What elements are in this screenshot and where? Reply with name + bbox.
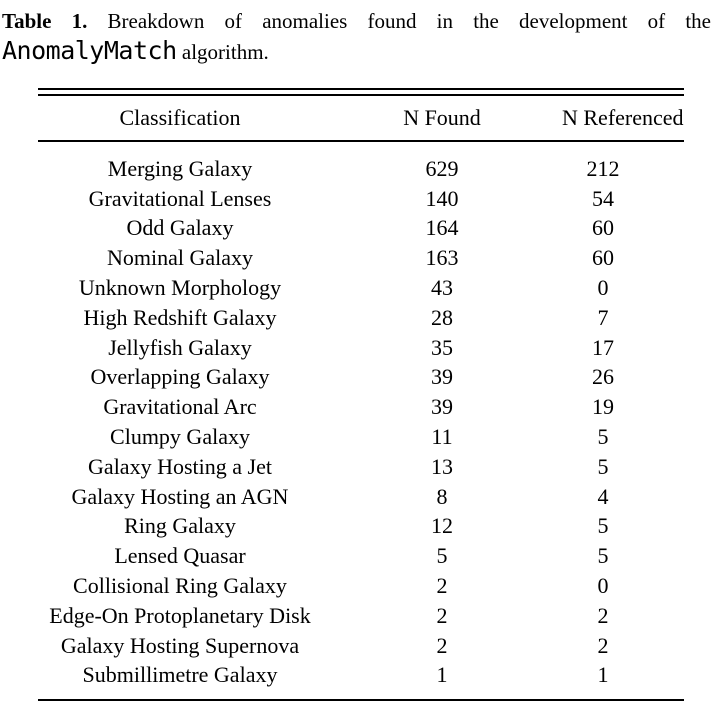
cell-n-found: 8 — [436, 483, 448, 509]
table-row: Lensed Quasar 5 5 — [38, 541, 684, 571]
cell-classification: High Redshift Galaxy — [83, 304, 277, 330]
cell-n-referenced: 17 — [592, 334, 614, 360]
cell-n-found: 11 — [431, 424, 453, 450]
cell-n-referenced: 5 — [597, 424, 609, 450]
cell-n-referenced: 212 — [586, 155, 620, 181]
cell-n-found: 35 — [431, 334, 453, 360]
cell-classification: Galaxy Hosting an AGN — [71, 483, 289, 509]
caption-line-1: Table 1. Breakdown of anomalies found in… — [2, 6, 711, 36]
cell-n-found: 13 — [431, 453, 453, 479]
table-row: Galaxy Hosting a Jet 13 5 — [38, 452, 684, 482]
cell-n-referenced: 4 — [597, 483, 609, 509]
cell-classification: Submillimetre Galaxy — [82, 662, 278, 688]
cell-classification: Overlapping Galaxy — [90, 364, 270, 390]
caption-line-2: AnomalyMatch algorithm. — [2, 36, 269, 65]
cell-n-found: 12 — [431, 513, 453, 539]
cell-classification: Merging Galaxy — [107, 155, 253, 181]
cell-n-referenced: 5 — [597, 543, 609, 569]
table-row: High Redshift Galaxy 28 7 — [38, 303, 684, 333]
table-row: Gravitational Arc 39 19 — [38, 392, 684, 422]
cell-classification: Ring Galaxy — [124, 513, 236, 539]
cell-n-found: 164 — [425, 215, 459, 241]
table-row: Jellyfish Galaxy 35 17 — [38, 333, 684, 363]
cell-classification: Unknown Morphology — [78, 275, 282, 301]
cell-n-referenced: 60 — [592, 245, 614, 271]
caption-table-label: Table 1. — [2, 9, 88, 33]
table-row: Overlapping Galaxy 39 26 — [38, 363, 684, 393]
cell-n-referenced: 2 — [597, 602, 609, 628]
table-caption: Table 1. Breakdown of anomalies found in… — [2, 6, 711, 67]
table-bottom-rule — [38, 699, 684, 702]
table-row: Odd Galaxy 164 60 — [38, 214, 684, 244]
cell-n-referenced: 7 — [597, 304, 609, 330]
cell-classification: Gravitational Arc — [103, 394, 257, 420]
table-body: Merging Galaxy 629 212 Gravitational Lenses… — [38, 142, 684, 699]
cell-n-referenced: 5 — [597, 453, 609, 479]
cell-n-found: 629 — [425, 155, 459, 181]
cell-n-referenced: 5 — [597, 513, 609, 539]
cell-classification: Galaxy Hosting Supernova — [60, 632, 300, 658]
table-row: Edge-On Protoplanetary Disk 2 2 — [38, 601, 684, 631]
table-row: Ring Galaxy 12 5 — [38, 512, 684, 542]
caption-text-end: algorithm. — [181, 40, 269, 64]
cell-classification: Collisional Ring Galaxy — [73, 573, 287, 599]
cell-n-referenced: 19 — [592, 394, 614, 420]
column-header-classification: Classification — [119, 105, 241, 130]
cell-n-found: 163 — [425, 245, 459, 271]
table-row: Merging Galaxy 629 212 — [38, 154, 684, 184]
cell-n-found: 28 — [431, 304, 453, 330]
cell-n-referenced: 26 — [592, 364, 614, 390]
cell-n-found: 2 — [436, 632, 448, 658]
cell-n-referenced: 60 — [592, 215, 614, 241]
cell-n-found: 39 — [431, 364, 453, 390]
table-row: Galaxy Hosting Supernova 2 2 — [38, 631, 684, 661]
cell-n-found: 43 — [431, 275, 453, 301]
cell-n-referenced: 54 — [592, 185, 614, 211]
table-row: Gravitational Lenses 140 54 — [38, 184, 684, 214]
cell-n-found: 5 — [436, 543, 448, 569]
cell-classification: Edge-On Protoplanetary Disk — [49, 602, 311, 628]
cell-n-found: 39 — [431, 394, 453, 420]
table-row: Unknown Morphology 43 0 — [38, 273, 684, 303]
table-header-rule — [38, 140, 684, 142]
cell-n-referenced: 1 — [597, 662, 609, 688]
table-row: Clumpy Galaxy 11 5 — [38, 422, 684, 452]
caption-code-term: AnomalyMatch — [2, 36, 177, 65]
cell-n-referenced: 0 — [597, 573, 609, 599]
cell-n-referenced: 0 — [597, 275, 609, 301]
table-row: Nominal Galaxy 163 60 — [38, 243, 684, 273]
caption-text: Breakdown of anomalies found in the deve… — [107, 9, 711, 33]
column-header-n-found: N Found — [403, 105, 481, 130]
cell-classification: Nominal Galaxy — [106, 245, 254, 271]
table-row: Collisional Ring Galaxy 2 0 — [38, 571, 684, 601]
cell-classification: Gravitational Lenses — [88, 185, 272, 211]
cell-n-found: 140 — [425, 185, 459, 211]
table-row: Submillimetre Galaxy 1 1 — [38, 661, 684, 691]
table-row: Galaxy Hosting an AGN 8 4 — [38, 482, 684, 512]
cell-classification: Jellyfish Galaxy — [108, 334, 252, 360]
table-header-row: Classification N Found N Referenced — [38, 96, 684, 140]
table-top-double-rule — [38, 88, 684, 96]
cell-classification: Lensed Quasar — [114, 543, 246, 569]
cell-n-found: 2 — [436, 602, 448, 628]
cell-n-found: 2 — [436, 573, 448, 599]
cell-classification: Clumpy Galaxy — [110, 424, 250, 450]
column-header-n-referenced: N Referenced — [562, 105, 684, 130]
cell-classification: Odd Galaxy — [126, 215, 234, 241]
cell-n-found: 1 — [436, 662, 448, 688]
data-table: Classification N Found N Referenced Merg… — [38, 88, 684, 702]
cell-n-referenced: 2 — [597, 632, 609, 658]
cell-classification: Galaxy Hosting a Jet — [88, 453, 272, 479]
